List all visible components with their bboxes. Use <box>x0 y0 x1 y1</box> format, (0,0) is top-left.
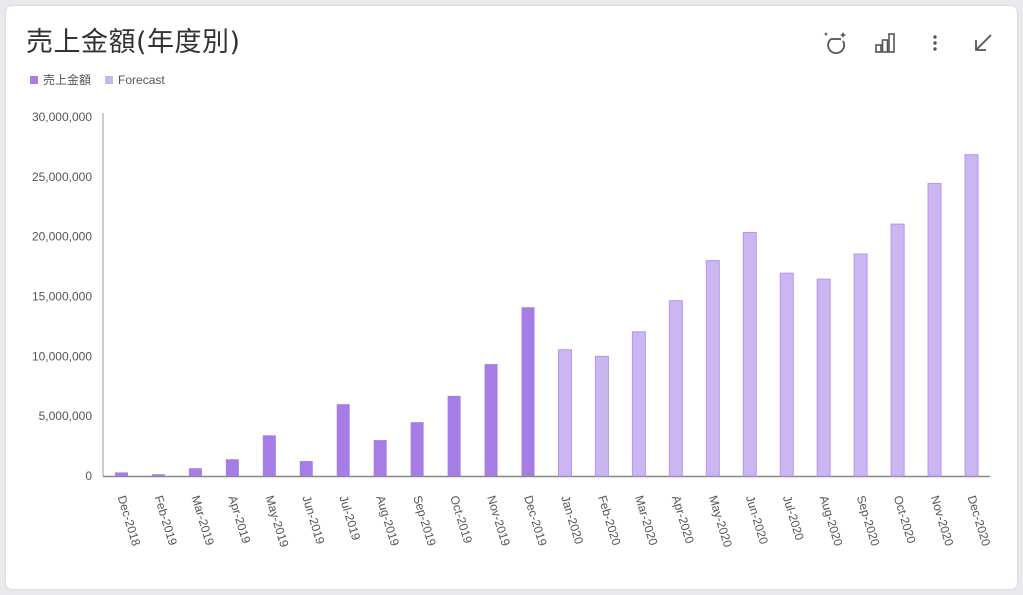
bar-actual[interactable] <box>114 472 128 476</box>
bar-forecast[interactable] <box>668 300 683 477</box>
bar-forecast[interactable] <box>816 278 831 477</box>
bar-forecast[interactable] <box>779 272 794 477</box>
x-tick-label: Aug-2020 <box>817 494 846 548</box>
bar-forecast[interactable] <box>927 182 942 477</box>
y-tick-label: 30,000,000 <box>32 110 92 124</box>
bar-forecast[interactable] <box>853 253 868 477</box>
bar-actual[interactable] <box>188 468 202 476</box>
legend-label: Forecast <box>118 72 165 87</box>
y-tick-label: 0 <box>85 469 92 483</box>
bar-forecast[interactable] <box>964 154 979 477</box>
bar-forecast[interactable] <box>890 223 905 477</box>
bar-actual[interactable] <box>484 364 498 476</box>
bar-actual[interactable] <box>373 440 387 476</box>
y-tick-label: 20,000,000 <box>32 230 92 244</box>
x-tick-label: Apr-2019 <box>225 494 253 546</box>
x-tick-label: May-2019 <box>262 494 291 549</box>
x-tick-label: Sep-2019 <box>410 494 439 548</box>
collapse-arrow-icon[interactable] <box>968 28 998 58</box>
x-tick-label: Jun-2020 <box>743 494 771 546</box>
chart-title: 売上金額(年度別) <box>26 27 241 58</box>
x-tick-label: Feb-2019 <box>152 494 181 548</box>
x-tick-label: Mar-2020 <box>632 494 660 548</box>
legend-label: 売上金額 <box>43 73 92 87</box>
x-tick-label: Oct-2019 <box>447 494 475 546</box>
x-tick-label: Jan-2020 <box>558 494 586 546</box>
legend-item-forecast[interactable]: Forecast <box>105 71 165 88</box>
y-tick-label: 15,000,000 <box>32 290 92 304</box>
chart-legend: 売上金額 Forecast <box>30 71 165 88</box>
x-tick-label: Jun-2019 <box>299 494 327 546</box>
x-tick-label: Sep-2020 <box>854 494 883 548</box>
bar-forecast[interactable] <box>594 355 609 477</box>
x-tick-label: Dec-2020 <box>965 494 994 548</box>
x-tick-label: Apr-2020 <box>669 494 697 546</box>
x-tick-label: Dec-2018 <box>115 494 144 548</box>
x-tick-label: Nov-2019 <box>484 494 513 548</box>
x-tick-label: Jul-2019 <box>336 494 363 542</box>
x-tick-label: Mar-2019 <box>189 494 217 548</box>
x-tick-label: Oct-2020 <box>891 494 919 546</box>
bar-chart-icon[interactable] <box>870 28 900 58</box>
y-tick-label: 10,000,000 <box>32 349 92 363</box>
bar-actual[interactable] <box>336 404 350 476</box>
bar-forecast[interactable] <box>705 260 720 477</box>
y-tick-label: 25,000,000 <box>32 170 92 184</box>
chart-toolbar <box>6 28 1017 58</box>
legend-swatch <box>30 75 38 84</box>
bar-actual[interactable] <box>447 395 461 476</box>
bar-actual[interactable] <box>410 422 424 476</box>
x-tick-label: Aug-2019 <box>373 494 402 548</box>
x-tick-label: Feb-2020 <box>595 494 624 548</box>
x-tick-label: Dec-2019 <box>521 494 550 548</box>
bar-actual[interactable] <box>521 307 535 476</box>
sparkle-moon-icon[interactable] <box>821 28 851 58</box>
bar-forecast[interactable] <box>631 331 646 477</box>
legend-item-actual[interactable]: 売上金額 <box>30 71 91 88</box>
bar-actual[interactable] <box>299 461 313 476</box>
chart-card: 売上金額(年度別) <box>6 6 1017 589</box>
bar-actual[interactable] <box>151 474 165 476</box>
x-tick-label: May-2020 <box>706 494 735 549</box>
y-tick-label: 5,000,000 <box>39 409 93 423</box>
more-vert-icon[interactable] <box>920 28 950 58</box>
x-tick-label: Nov-2020 <box>928 494 957 548</box>
legend-swatch <box>105 75 114 84</box>
bar-actual[interactable] <box>225 459 239 476</box>
bar-forecast[interactable] <box>557 349 572 477</box>
bar-forecast[interactable] <box>742 231 757 477</box>
x-tick-label: Jul-2020 <box>780 494 807 542</box>
bar-actual[interactable] <box>262 435 276 476</box>
